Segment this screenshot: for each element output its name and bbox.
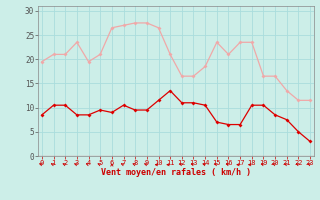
X-axis label: Vent moyen/en rafales ( km/h ): Vent moyen/en rafales ( km/h ) — [101, 168, 251, 177]
